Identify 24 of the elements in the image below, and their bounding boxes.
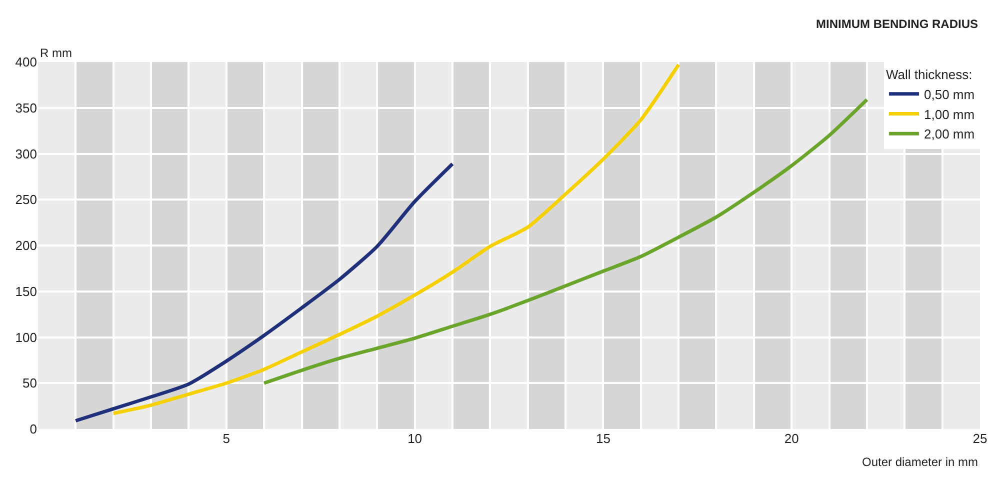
y-tick-label: 200 — [15, 238, 37, 254]
legend-label: 1,00 mm — [924, 106, 975, 122]
legend-label: 0,50 mm — [924, 86, 975, 102]
line-series — [262, 98, 869, 385]
y-tick-label: 0 — [30, 422, 37, 437]
y-tick-label: 400 — [15, 54, 37, 70]
y-tick-label: 250 — [15, 192, 37, 208]
x-tick-label: 25 — [972, 431, 988, 446]
y-tick-label: 100 — [15, 330, 37, 345]
legend-label: 2,00 mm — [924, 126, 975, 142]
y-axis-title: R mm — [40, 46, 72, 60]
line-series — [112, 63, 680, 416]
x-tick-label: 10 — [408, 431, 422, 446]
x-tick-label: 20 — [784, 431, 799, 446]
line-series — [74, 162, 454, 422]
y-tick-label: 50 — [22, 376, 37, 391]
y-tick-label: 350 — [15, 100, 37, 116]
x-axis-title: Outer diameter in mm — [862, 455, 978, 469]
legend-title: Wall thickness: — [886, 66, 972, 82]
y-tick-label: 150 — [15, 284, 37, 299]
y-tick-label: 300 — [15, 146, 37, 162]
x-tick-label: 5 — [222, 431, 230, 446]
x-tick-label: 15 — [596, 431, 610, 446]
chart-title: MINIMUM BENDING RADIUS — [816, 17, 978, 31]
